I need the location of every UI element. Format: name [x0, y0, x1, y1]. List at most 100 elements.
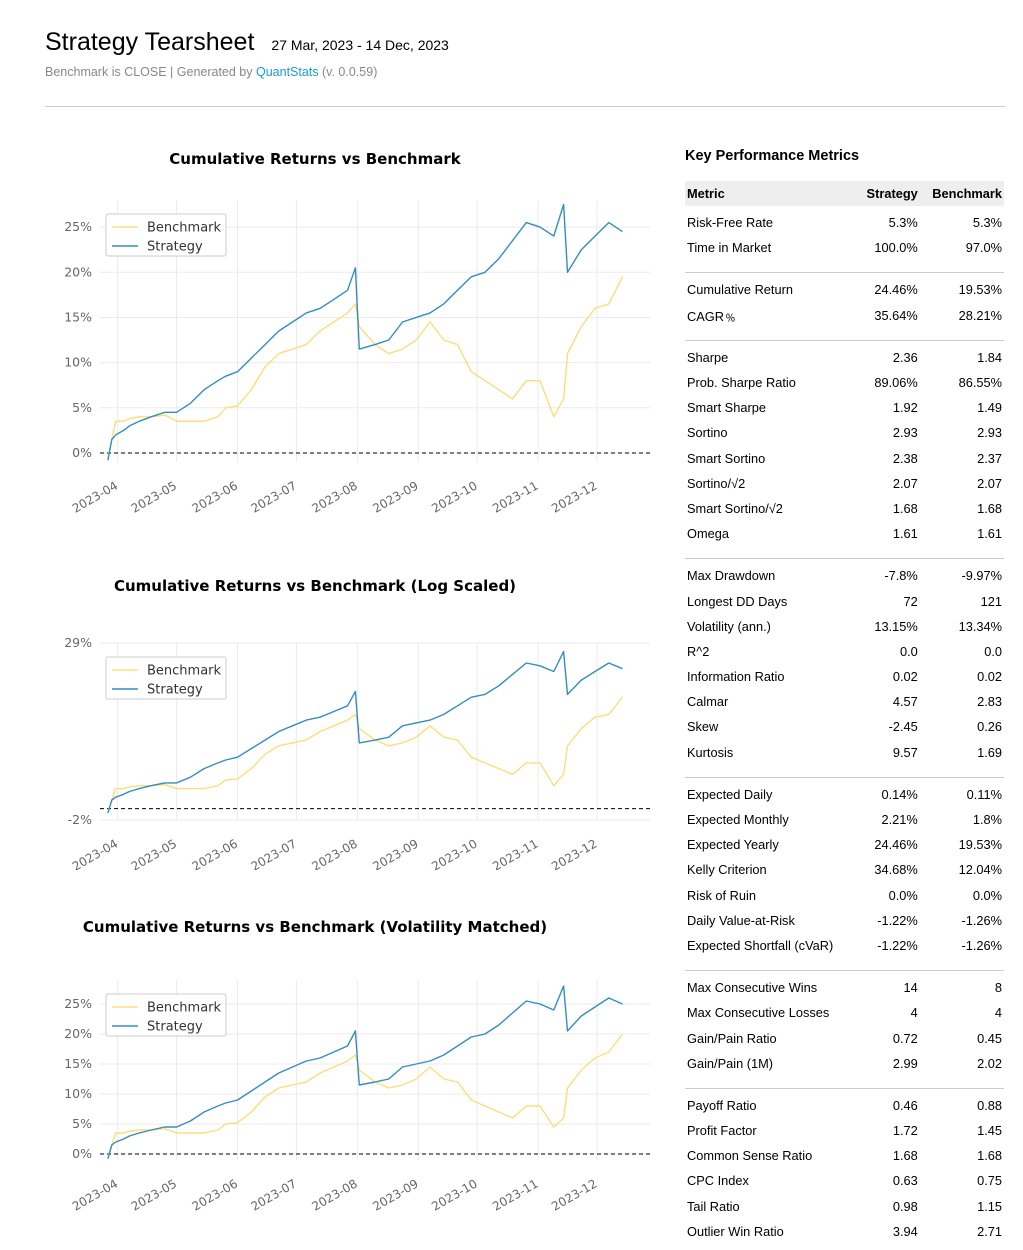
strategy-series-line: [107, 203, 623, 461]
benchmark-value: 0.88: [977, 1097, 1002, 1113]
metric-name: Kurtosis: [687, 744, 734, 760]
benchmark-value: 1.68: [977, 1148, 1002, 1164]
metric-name: Smart Sharpe: [687, 400, 766, 416]
metrics-row: Cumulative Return 24.46% 19.53%: [685, 277, 1004, 302]
benchmark-value: -1.26%: [961, 937, 1002, 953]
x-tick-label: 2023-11: [490, 1176, 540, 1213]
metrics-row: Smart Sortino/√2 1.68 1.68: [685, 496, 1004, 521]
benchmark-value: 28.21%: [958, 307, 1002, 323]
metrics-header-row: Metric Strategy Benchmark: [685, 181, 1004, 206]
y-tick-label: -2%: [68, 812, 92, 827]
strategy-value: 0.02: [892, 669, 918, 685]
strategy-value: 89.06%: [874, 375, 918, 391]
metrics-row: Volatility (ann.) 13.15% 13.34%: [685, 614, 1004, 639]
strategy-value: 4: [910, 1005, 918, 1021]
metric-name: Smart Sortino: [687, 450, 766, 466]
metric-name: Volatility (ann.): [687, 618, 771, 634]
strategy-value: 0.72: [892, 1030, 918, 1046]
metric-name: Longest DD Days: [687, 593, 788, 609]
metrics-row: Risk-Free Rate 5.3% 5.3%: [685, 206, 1004, 235]
metric-name: Smart Sortino/√2: [687, 500, 783, 516]
col-strategy: Strategy: [856, 181, 920, 206]
metrics-group-separator: [685, 546, 1004, 563]
metric-name: Tail Ratio: [687, 1198, 740, 1214]
metric-name: Sortino: [687, 425, 728, 441]
metrics-row: Expected Shortfall (cVaR) -1.22% -1.26%: [685, 933, 1004, 958]
date-range: 27 Mar, 2023 - 14 Dec, 2023: [271, 37, 449, 53]
x-tick-label: 2023-07: [249, 1176, 299, 1213]
benchmark-value: 1.49: [977, 400, 1002, 416]
y-tick-label: 10%: [64, 1086, 92, 1101]
metrics-group-separator: [685, 1076, 1004, 1093]
metrics-row: Common Sense Ratio 1.68 1.68: [685, 1143, 1004, 1168]
legend-label-benchmark: Benchmark: [147, 221, 222, 236]
x-tick-label: 2023-08: [309, 478, 359, 515]
metrics-row: CPC Index 0.63 0.75: [685, 1168, 1004, 1193]
y-tick-label: 25%: [64, 219, 92, 234]
metric-name: Payoff Ratio: [687, 1097, 757, 1113]
benchmark-value: 0.26: [977, 719, 1002, 735]
subtitle-prefix: Benchmark is CLOSE | Generated by: [45, 65, 256, 79]
metric-name: R^2: [687, 643, 710, 659]
x-tick-label: 2023-10: [429, 1176, 479, 1213]
x-tick-label: 2023-12: [549, 836, 599, 870]
metrics-row: Sharpe 2.36 1.84: [685, 345, 1004, 370]
metrics-row: Smart Sharpe 1.92 1.49: [685, 395, 1004, 420]
benchmark-value: 12.04%: [958, 862, 1002, 878]
metric-name: Cumulative Return: [687, 282, 793, 298]
metric-name: Expected Yearly: [687, 837, 779, 853]
metrics-row: Information Ratio 0.02 0.02: [685, 664, 1004, 689]
metrics-row: Expected Monthly 2.21% 1.8%: [685, 807, 1004, 832]
metrics-row: Expected Yearly 24.46% 19.53%: [685, 832, 1004, 857]
y-tick-label: 29%: [64, 635, 92, 650]
metric-name: Prob. Sharpe Ratio: [687, 375, 796, 391]
legend-label-strategy: Strategy: [147, 1020, 203, 1035]
metrics-row: Sortino 2.93 2.93: [685, 420, 1004, 445]
quantstats-link[interactable]: QuantStats: [255, 65, 319, 79]
x-tick-label: 2023-10: [429, 836, 479, 870]
x-tick-label: 2023-04: [70, 1176, 120, 1213]
legend-label-strategy: Strategy: [147, 240, 203, 255]
x-tick-label: 2023-08: [309, 836, 359, 870]
benchmark-value: 86.55%: [958, 375, 1002, 391]
benchmark-value: -9.97%: [961, 568, 1002, 584]
strategy-value: 2.21%: [881, 812, 918, 828]
strategy-value: 34.68%: [874, 862, 918, 878]
header-divider: [45, 106, 1005, 107]
strategy-value: 2.07: [892, 475, 918, 491]
strategy-value: 0.14%: [881, 786, 918, 802]
strategy-value: 24.46%: [874, 837, 918, 853]
y-tick-label: 5%: [72, 1116, 92, 1131]
benchmark-value: 1.68: [977, 500, 1002, 516]
metrics-row: Tail Ratio 0.98 1.15: [685, 1194, 1004, 1219]
x-tick-label: 2023-09: [370, 836, 420, 870]
strategy-value: 0.0%: [888, 887, 918, 903]
x-tick-label: 2023-12: [549, 1176, 599, 1213]
strategy-value: -1.22%: [877, 937, 918, 953]
benchmark-value: 5.3%: [972, 215, 1002, 231]
strategy-value: -2.45: [888, 719, 918, 735]
x-tick-label: 2023-11: [490, 836, 540, 870]
metrics-group-separator: [685, 260, 1004, 277]
metrics-row: Skew -2.45 0.26: [685, 714, 1004, 739]
strategy-value: 13.15%: [874, 618, 918, 634]
metrics-row: Sortino/√2 2.07 2.07: [685, 471, 1004, 496]
metrics-title: Key Performance Metrics: [685, 148, 860, 164]
metrics-row: Max Consecutive Losses 4 4: [685, 1000, 1004, 1025]
benchmark-series-line: [107, 1033, 624, 1158]
benchmark-value: 13.34%: [958, 618, 1002, 634]
metrics-row: Smart Sortino 2.38 2.37: [685, 446, 1004, 471]
benchmark-value: 0.11%: [966, 786, 1002, 802]
metric-name: Expected Shortfall (cVaR): [687, 937, 834, 953]
benchmark-value: -1.26%: [961, 912, 1002, 928]
benchmark-value: 1.45: [977, 1123, 1002, 1139]
metric-name: Expected Daily: [687, 786, 773, 802]
strategy-value: 5.3%: [888, 215, 918, 231]
legend-label-strategy: Strategy: [147, 683, 203, 698]
benchmark-value: 2.02: [977, 1055, 1002, 1071]
strategy-value: 2.99: [892, 1055, 918, 1071]
metric-name: Daily Value-at-Risk: [687, 912, 795, 928]
strategy-value: 9.57: [892, 744, 918, 760]
metrics-table: Metric Strategy Benchmark Risk-Free Rate…: [685, 181, 1004, 1244]
y-tick-label: 25%: [64, 996, 92, 1011]
